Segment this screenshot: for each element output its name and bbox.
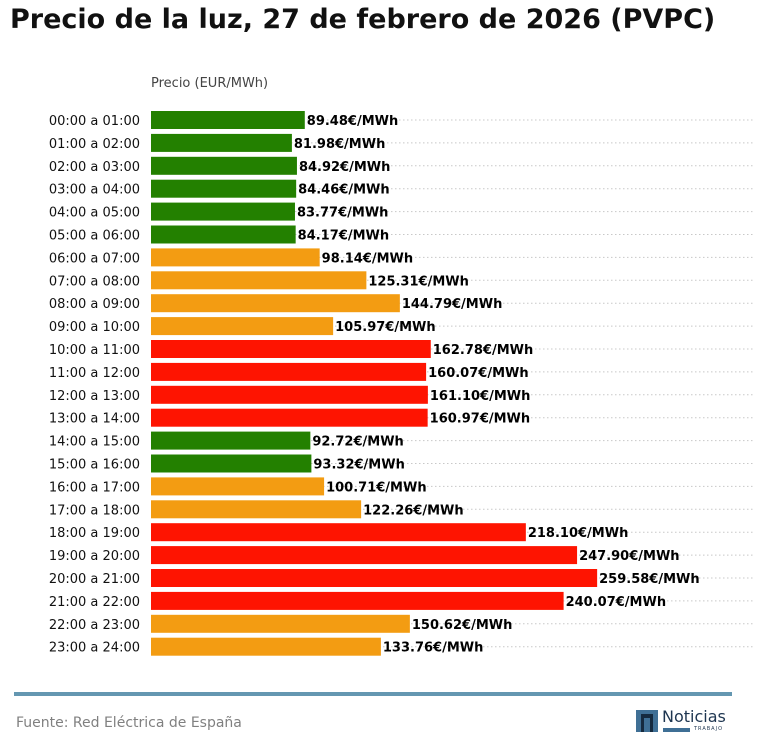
value-label: 100.71€/MWh <box>326 480 427 495</box>
value-label: 83.77€/MWh <box>297 206 388 221</box>
axis-label: Precio (EUR/MWh) <box>151 76 268 91</box>
value-label: 122.26€/MWh <box>363 503 464 518</box>
category-label: 04:00 a 05:00 <box>49 206 140 221</box>
category-label: 07:00 a 08:00 <box>49 274 140 289</box>
bar-21h <box>151 591 564 610</box>
value-label: 133.76€/MWh <box>383 641 484 656</box>
bar-22h <box>151 614 410 633</box>
bar-19h <box>151 546 578 565</box>
bar-chart: Precio (EUR/MWh) 00:00 a 01:00 01:00 a 02… <box>49 76 754 656</box>
value-label: 160.97€/MWh <box>430 412 531 427</box>
category-label: 02:00 a 03:00 <box>49 160 140 175</box>
value-label: 161.10€/MWh <box>430 389 531 404</box>
chart-title: Precio de la luz, 27 de febrero de 2026 … <box>10 4 716 35</box>
category-label: 16:00 a 17:00 <box>49 480 140 495</box>
bar-16h <box>151 477 325 496</box>
logo-word: Noticias <box>662 707 726 726</box>
category-label: 09:00 a 10:00 <box>49 320 140 335</box>
category-label: 15:00 a 16:00 <box>49 458 140 473</box>
value-labels: 89.48€/MWh 81.98€/MWh 84.92€/MWh 84.46€/MWh… <box>294 114 700 656</box>
category-label: 11:00 a 12:00 <box>49 366 140 381</box>
bar-04h <box>151 202 295 221</box>
bar-14h <box>151 431 311 450</box>
logo-mark-icon <box>636 710 658 732</box>
bar-12h <box>151 385 428 404</box>
value-label: 160.07€/MWh <box>428 366 529 381</box>
value-label: 93.32€/MWh <box>313 458 404 473</box>
value-label: 98.14€/MWh <box>322 251 413 266</box>
bar-11h <box>151 362 427 381</box>
bar-05h <box>151 225 296 244</box>
category-label: 21:00 a 22:00 <box>49 595 140 610</box>
bar-18h <box>151 523 526 542</box>
category-label: 20:00 a 21:00 <box>49 572 140 587</box>
category-label: 14:00 a 15:00 <box>49 435 140 450</box>
value-label: 92.72€/MWh <box>312 435 403 450</box>
bar-20h <box>151 569 598 587</box>
bar-01h <box>151 133 292 152</box>
value-label: 150.62€/MWh <box>412 618 513 633</box>
bar-09h <box>151 317 334 336</box>
category-label: 19:00 a 20:00 <box>49 549 140 564</box>
category-labels: 00:00 a 01:00 01:00 a 02:00 02:00 a 03:00 0… <box>49 114 140 656</box>
value-label: 84.92€/MWh <box>299 160 390 175</box>
category-label: 18:00 a 19:00 <box>49 526 140 541</box>
value-label: 162.78€/MWh <box>433 343 534 358</box>
source-note: Fuente: Red Eléctrica de España <box>16 715 242 731</box>
category-label: 06:00 a 07:00 <box>49 251 140 266</box>
bar-02h <box>151 156 297 175</box>
bar-23h <box>151 637 381 656</box>
logo-underline <box>663 728 690 732</box>
category-label: 17:00 a 18:00 <box>49 503 140 518</box>
bar-17h <box>151 500 362 519</box>
value-label: 144.79€/MWh <box>402 297 503 312</box>
bar-13h <box>151 408 428 427</box>
category-label: 22:00 a 23:00 <box>49 618 140 633</box>
value-label: 259.58€/MWh <box>599 572 700 587</box>
noticias-trabajo-logo: Noticias TRABAJO <box>636 707 736 736</box>
bars <box>151 111 598 656</box>
value-label: 89.48€/MWh <box>307 114 398 129</box>
bar-06h <box>151 248 320 267</box>
category-label: 23:00 a 24:00 <box>49 641 140 656</box>
value-label: 125.31€/MWh <box>368 274 469 289</box>
category-label: 12:00 a 13:00 <box>49 389 140 404</box>
bar-07h <box>151 271 367 290</box>
category-label: 01:00 a 02:00 <box>49 137 140 152</box>
category-label: 13:00 a 14:00 <box>49 412 140 427</box>
category-label: 08:00 a 09:00 <box>49 297 140 312</box>
value-label: 240.07€/MWh <box>566 595 667 610</box>
bar-10h <box>151 340 431 358</box>
logo-sub: TRABAJO <box>694 726 724 732</box>
value-label: 247.90€/MWh <box>579 549 680 564</box>
value-label: 105.97€/MWh <box>335 320 436 335</box>
category-label: 05:00 a 06:00 <box>49 229 140 244</box>
category-label: 03:00 a 04:00 <box>49 183 140 198</box>
footer-divider <box>14 692 732 696</box>
bar-08h <box>151 294 400 313</box>
grid <box>151 119 754 648</box>
value-label: 84.46€/MWh <box>298 183 389 198</box>
category-label: 10:00 a 11:00 <box>49 343 140 358</box>
value-label: 81.98€/MWh <box>294 137 385 152</box>
value-label: 218.10€/MWh <box>528 526 629 541</box>
value-label: 84.17€/MWh <box>298 229 389 244</box>
category-label: 00:00 a 01:00 <box>49 114 140 129</box>
bar-03h <box>151 179 297 198</box>
bar-00h <box>151 111 305 129</box>
bar-15h <box>151 454 312 473</box>
